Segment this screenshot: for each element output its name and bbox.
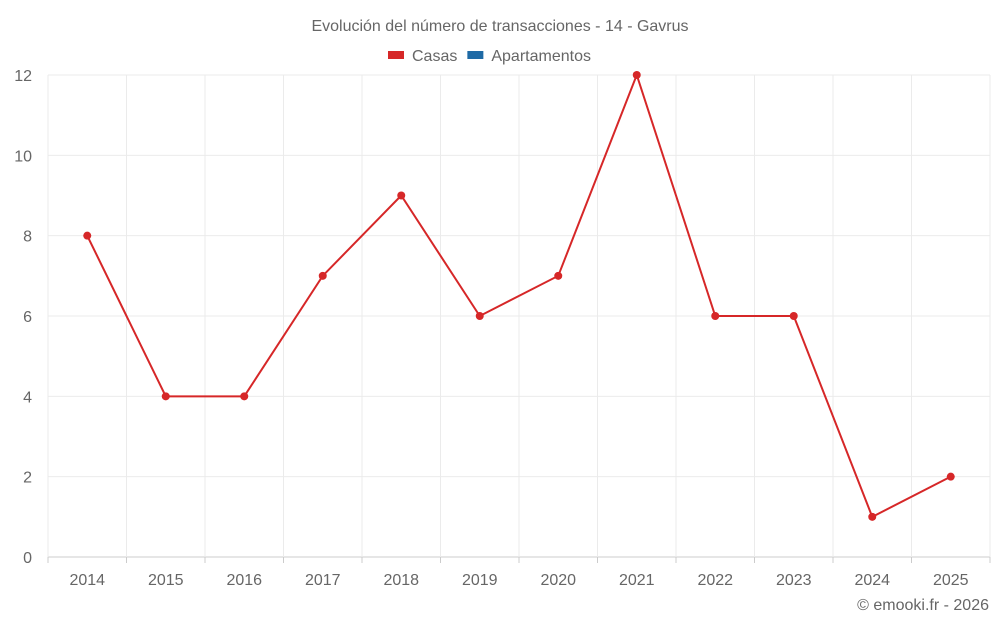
y-tick-label: 0 (23, 550, 32, 567)
x-tick-label: 2015 (148, 572, 184, 589)
y-tick-label: 8 (23, 229, 32, 246)
x-tick-label: 2025 (933, 572, 969, 589)
y-tick-label: 4 (23, 389, 32, 406)
data-point (711, 312, 720, 320)
y-tick-label: 2 (23, 470, 32, 487)
data-point (475, 312, 484, 320)
x-tick-label: 2022 (697, 572, 733, 589)
legend-swatch-casas (388, 51, 404, 59)
y-tick-label: 6 (23, 309, 32, 326)
data-point (397, 191, 406, 200)
data-point (554, 271, 563, 280)
y-axis: 0 2 4 6 8 10 12 (14, 68, 32, 567)
chart-title: Evolución del número de transacciones - … (311, 18, 688, 35)
data-point (868, 512, 877, 521)
data-point (789, 312, 798, 320)
legend: Casas Apartamentos (388, 48, 591, 65)
credit: © emooki.fr - 2026 (857, 597, 989, 614)
x-tick-label: 2018 (383, 572, 419, 589)
data-point (318, 271, 327, 280)
series-line-casas (86, 72, 952, 519)
x-tick-label: 2019 (462, 572, 498, 589)
y-tick-label: 10 (14, 148, 32, 165)
data-point (161, 392, 170, 401)
legend-swatch-apartamentos (467, 51, 484, 59)
x-tick-label: 2014 (69, 572, 105, 589)
x-tick-label: 2016 (226, 572, 262, 589)
x-tick-label: 2020 (540, 572, 576, 589)
data-point (83, 231, 92, 240)
grid (47, 74, 991, 563)
legend-label: Apartamentos (491, 48, 591, 65)
data-point (240, 392, 249, 401)
x-tick-label: 2023 (776, 572, 812, 589)
data-point (946, 472, 955, 481)
legend-label: Casas (412, 48, 457, 65)
series-layer (83, 71, 955, 521)
x-axis: 2014 2015 2016 2017 2018 2019 2020 2021 2022 2023… (69, 572, 968, 589)
x-tick-label: 2024 (854, 572, 890, 589)
x-tick-label: 2021 (619, 572, 655, 589)
y-tick-label: 12 (14, 68, 32, 85)
data-point (632, 71, 641, 79)
x-tick-label: 2017 (305, 572, 341, 589)
